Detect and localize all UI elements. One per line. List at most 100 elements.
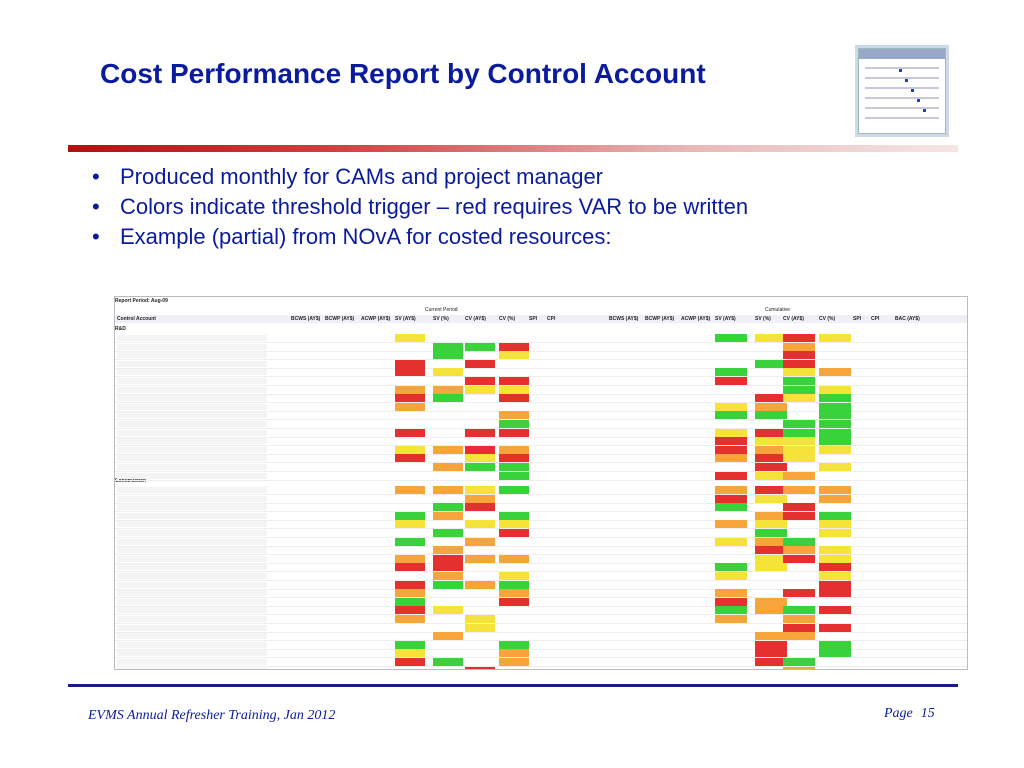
threshold-cell — [783, 623, 815, 632]
report-period: Report Period: Aug-09 — [115, 298, 168, 304]
threshold-cell — [465, 520, 495, 529]
threshold-cell — [715, 445, 747, 454]
threshold-cell — [465, 342, 495, 351]
row-label-placeholder — [117, 360, 267, 367]
table-row — [115, 597, 967, 607]
threshold-cell — [465, 666, 495, 669]
table-row — [115, 471, 967, 481]
threshold-cell — [499, 377, 529, 385]
threshold-cell — [783, 368, 815, 377]
threshold-cell — [819, 411, 851, 420]
column-header: SV (AY$) — [715, 316, 736, 322]
threshold-cell — [433, 529, 463, 537]
threshold-cell — [465, 463, 495, 471]
row-label-placeholder — [117, 412, 267, 419]
threshold-cell — [499, 454, 529, 463]
thumbnail-line — [865, 97, 939, 99]
threshold-cell — [783, 606, 815, 615]
threshold-cell — [465, 554, 495, 563]
threshold-cell — [783, 351, 815, 360]
bullet-item: • Colors indicate threshold trigger – red… — [92, 194, 912, 220]
row-label-placeholder — [117, 403, 267, 410]
threshold-cell — [715, 486, 747, 494]
thumbnail-marker — [917, 99, 920, 102]
threshold-cell — [783, 445, 815, 454]
threshold-cell — [819, 580, 851, 589]
threshold-cell — [395, 368, 425, 377]
threshold-cell — [715, 503, 747, 512]
table-row — [115, 411, 967, 421]
threshold-cell — [395, 589, 425, 598]
control-account-label: Control Account — [117, 316, 156, 322]
table-row — [115, 503, 967, 513]
threshold-cell — [395, 658, 425, 666]
threshold-cell — [755, 606, 787, 615]
row-label-placeholder — [117, 386, 267, 393]
threshold-cell — [395, 580, 425, 589]
threshold-cell — [783, 359, 815, 368]
threshold-cell — [465, 486, 495, 494]
threshold-cell — [819, 445, 851, 454]
thumbnail-marker — [899, 69, 902, 72]
thumbnail-header — [859, 49, 945, 59]
threshold-cell — [755, 454, 787, 463]
thumbnail-line — [865, 67, 939, 69]
period-header-row: Current Period Cumulative — [115, 306, 967, 314]
threshold-cell — [783, 546, 815, 555]
threshold-cell — [755, 554, 787, 563]
threshold-cell — [395, 649, 425, 658]
row-label-placeholder — [117, 521, 267, 528]
cumulative-label: Cumulative — [765, 307, 791, 313]
row-label-placeholder — [117, 659, 267, 665]
table-row — [115, 666, 967, 669]
table-row — [115, 402, 967, 412]
threshold-cell — [755, 658, 787, 666]
table-row — [115, 385, 967, 395]
threshold-cell — [715, 520, 747, 529]
report-thumbnail-image — [858, 48, 946, 134]
threshold-cell — [715, 454, 747, 463]
row-label-placeholder — [117, 352, 267, 359]
threshold-cell — [433, 658, 463, 666]
row-label-placeholder — [117, 504, 267, 511]
table-row — [115, 554, 967, 564]
threshold-cell — [395, 537, 425, 546]
threshold-cell — [395, 486, 425, 494]
threshold-cell — [819, 428, 851, 437]
threshold-cell — [395, 615, 425, 623]
slide-title: Cost Performance Report by Control Accou… — [100, 58, 706, 89]
threshold-cell — [819, 572, 851, 580]
threshold-cell — [499, 520, 529, 529]
threshold-cell — [783, 589, 815, 598]
threshold-cell — [755, 463, 787, 471]
column-header: SV (AY$) — [395, 316, 416, 322]
threshold-cell — [819, 529, 851, 537]
threshold-cell — [499, 511, 529, 520]
threshold-cell — [755, 445, 787, 454]
row-label-placeholder — [117, 335, 267, 341]
thumbnail-marker — [911, 89, 914, 92]
row-label-placeholder — [117, 438, 267, 445]
threshold-cell — [783, 454, 815, 463]
table-row — [115, 606, 967, 616]
table-row — [115, 649, 967, 659]
table-row — [115, 334, 967, 343]
threshold-cell — [499, 529, 529, 537]
threshold-cell — [433, 368, 463, 377]
threshold-cell — [499, 411, 529, 420]
row-label-placeholder — [117, 590, 267, 597]
threshold-cell — [755, 520, 787, 529]
table-row — [115, 580, 967, 590]
bullet-item: • Example (partial) from NOvA for costed … — [92, 224, 912, 250]
table-row — [115, 511, 967, 521]
threshold-cell — [433, 394, 463, 403]
threshold-cell — [395, 606, 425, 615]
threshold-cell — [499, 351, 529, 360]
table-row — [115, 486, 967, 495]
column-header: CPI — [871, 316, 880, 322]
threshold-cell — [783, 503, 815, 512]
column-header: SV (%) — [433, 316, 449, 322]
threshold-cell — [819, 520, 851, 529]
threshold-cell — [755, 437, 787, 446]
table-row — [115, 437, 967, 447]
